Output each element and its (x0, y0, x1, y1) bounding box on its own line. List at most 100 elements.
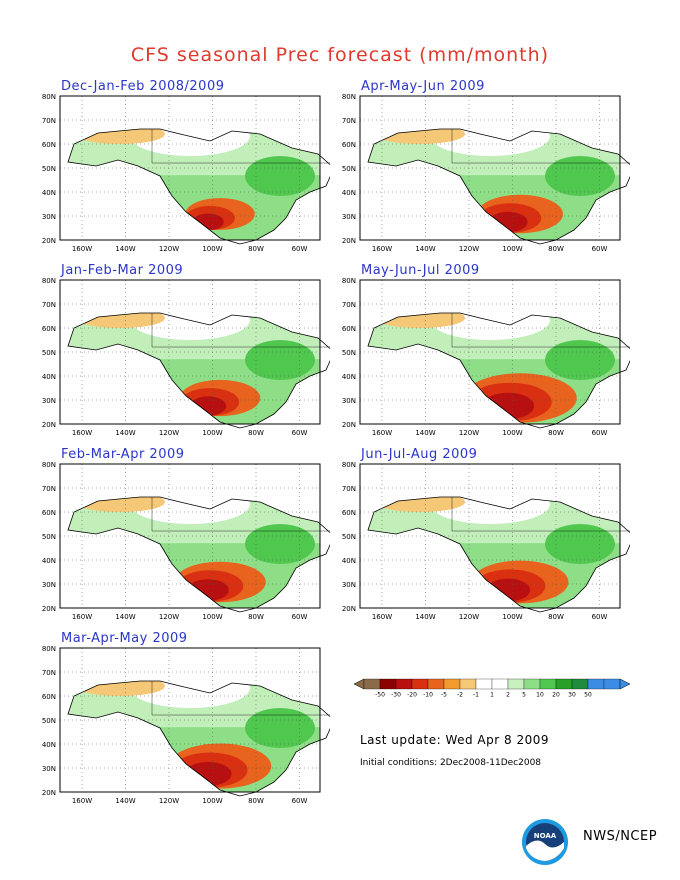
lon-tick-label: 140W (415, 613, 435, 620)
colorbar-swatch (427, 678, 445, 690)
lat-tick-label: 20N (342, 237, 356, 245)
map-panel-6: 80N 70N 60N 50N 40N 30N 20N 160W 140W 120W 100W 80W… (342, 461, 630, 620)
initial-conditions-text: Initial conditions: 2Dec2008-11Dec2008 (360, 758, 542, 768)
map-panel-4: 80N 70N 60N 50N 40N 30N 20N 160W 140W 120W 100W 80W… (342, 277, 630, 436)
panel-title-6: Jun-Jul-Aug 2009 (361, 447, 478, 462)
lon-tick-label: 60W (592, 429, 608, 436)
page-title: CFS seasonal Prec forecast (mm/month) (130, 44, 550, 66)
lat-tick-label: 30N (342, 581, 356, 589)
lon-tick-label: 80W (248, 245, 264, 252)
colorbar-tick-label: -50 (375, 692, 385, 699)
map-panel-7: 80N 70N 60N 50N 40N 30N 20N 160W 140W 120W 100W 80W… (42, 645, 330, 804)
lat-tick-label: 70N (42, 485, 56, 493)
colorbar-tick-label: 2 (506, 692, 510, 699)
lon-tick-label: 120W (159, 613, 179, 620)
lat-tick-label: 50N (42, 717, 56, 725)
lon-tick-label: 80W (248, 797, 264, 804)
colorbar-tick-label: 50 (584, 692, 592, 699)
lon-tick-label: 140W (115, 429, 135, 436)
lat-tick-label: 40N (342, 557, 356, 565)
lat-tick-label: 60N (42, 141, 56, 149)
colorbar-swatch (539, 678, 557, 690)
lon-tick-label: 100W (202, 245, 222, 252)
lon-tick-label: 140W (415, 245, 435, 252)
lon-tick-label: 160W (72, 429, 92, 436)
panel-title-2: Apr-May-Jun 2009 (361, 79, 485, 94)
lon-tick-label: 160W (372, 613, 392, 620)
lat-tick-label: 70N (342, 301, 356, 309)
colorbar-tick-label: 30 (568, 692, 576, 699)
lon-tick-label: 120W (459, 613, 479, 620)
panel-title-3: Jan-Feb-Mar 2009 (61, 263, 184, 278)
lat-tick-label: 60N (42, 693, 56, 701)
lat-tick-label: 80N (42, 645, 56, 653)
lat-tick-label: 50N (342, 533, 356, 541)
noaa-logo: NOAA (522, 819, 568, 865)
lat-tick-label: 80N (342, 93, 356, 101)
colorbar-tick-label: 1 (490, 692, 494, 699)
lat-tick-label: 30N (42, 581, 56, 589)
lat-tick-label: 20N (42, 789, 56, 797)
colorbar-swatch (491, 678, 509, 690)
lon-tick-label: 80W (548, 429, 564, 436)
colorbar-tick-label: 5 (522, 692, 526, 699)
panel-title-7: Mar-Apr-May 2009 (61, 631, 188, 646)
lon-tick-label: 100W (202, 613, 222, 620)
lon-tick-label: 60W (292, 245, 308, 252)
lon-tick-label: 100W (502, 245, 522, 252)
colorbar-swatch (587, 678, 605, 690)
colorbar-swatch (555, 678, 573, 690)
lat-tick-label: 70N (42, 669, 56, 677)
lat-tick-label: 80N (42, 93, 56, 101)
colorbar-tick-label: -10 (423, 692, 433, 699)
agency-label: NWS/NCEP (583, 829, 658, 844)
lat-tick-label: 40N (42, 373, 56, 381)
lat-tick-label: 50N (42, 165, 56, 173)
last-update-text: Last update: Wed Apr 8 2009 (360, 733, 549, 747)
lon-tick-label: 120W (159, 797, 179, 804)
lat-tick-label: 40N (42, 189, 56, 197)
lon-tick-label: 160W (372, 429, 392, 436)
lon-tick-label: 60W (592, 245, 608, 252)
lat-tick-label: 60N (342, 141, 356, 149)
lat-tick-label: 30N (42, 397, 56, 405)
colorbar-tick-label: -5 (441, 692, 447, 699)
colorbar-swatch (475, 678, 493, 690)
lon-tick-label: 120W (159, 429, 179, 436)
lat-tick-label: 40N (42, 741, 56, 749)
lat-tick-label: 80N (342, 277, 356, 285)
lat-tick-label: 60N (42, 325, 56, 333)
lat-tick-label: 20N (342, 605, 356, 613)
lon-tick-label: 160W (72, 245, 92, 252)
lon-tick-label: 100W (202, 429, 222, 436)
lat-tick-label: 50N (42, 533, 56, 541)
lon-tick-label: 80W (248, 429, 264, 436)
panel-title-5: Feb-Mar-Apr 2009 (61, 447, 185, 462)
lat-tick-label: 60N (342, 325, 356, 333)
lat-tick-label: 30N (42, 765, 56, 773)
lat-tick-label: 20N (42, 605, 56, 613)
panel-title-4: May-Jun-Jul 2009 (361, 263, 480, 278)
lat-tick-label: 50N (342, 349, 356, 357)
lon-tick-label: 160W (72, 613, 92, 620)
colorbar-swatch (459, 678, 477, 690)
lon-tick-label: 140W (415, 429, 435, 436)
lon-tick-label: 60W (292, 429, 308, 436)
colorbar-swatch (571, 678, 589, 690)
colorbar-swatch (363, 678, 381, 690)
lat-tick-label: 30N (342, 397, 356, 405)
lat-tick-label: 40N (342, 189, 356, 197)
lon-tick-label: 120W (459, 245, 479, 252)
colorbar-swatch (443, 678, 461, 690)
colorbar-tick-label: -30 (391, 692, 401, 699)
colorbar-swatch (411, 678, 429, 690)
lon-tick-label: 60W (292, 613, 308, 620)
map-panel-3: 80N 70N 60N 50N 40N 30N 20N 160W 140W 120W 100W 80W… (42, 277, 330, 436)
colorbar-tick-label: -1 (473, 692, 479, 699)
lat-tick-label: 60N (42, 509, 56, 517)
map-panel-2: 80N 70N 60N 50N 40N 30N 20N 160W 140W 120W 100W 80W… (342, 93, 630, 252)
lat-tick-label: 30N (42, 213, 56, 221)
lat-tick-label: 50N (42, 349, 56, 357)
colorbar-tick-label: -2 (457, 692, 463, 699)
lat-tick-label: 40N (42, 557, 56, 565)
